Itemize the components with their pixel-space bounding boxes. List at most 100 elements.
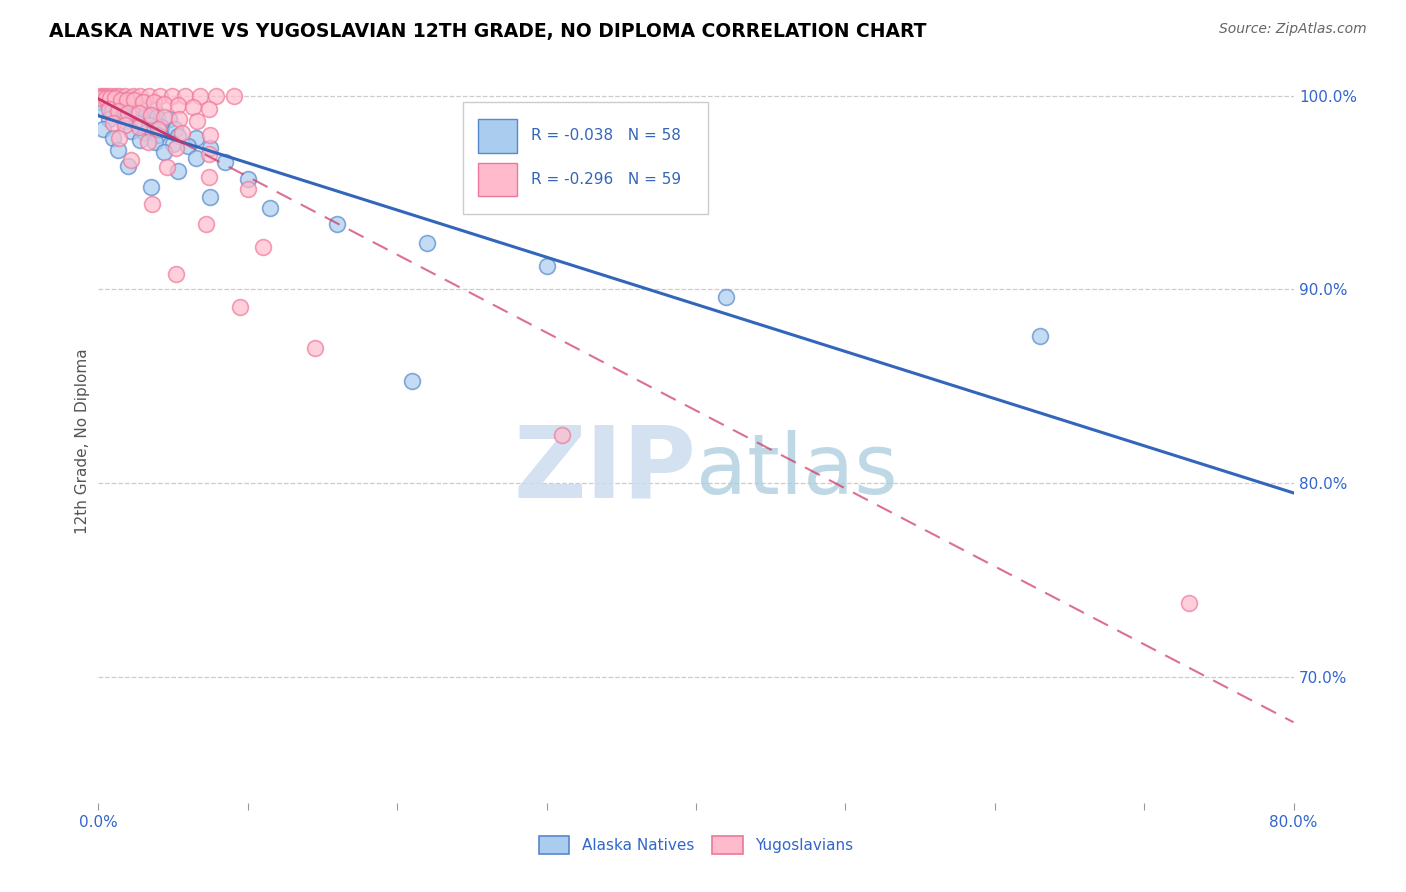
Point	[108, 106, 131, 120]
Point	[132, 95, 155, 109]
Point	[125, 108, 148, 122]
Point	[236, 172, 259, 186]
Point	[148, 128, 170, 142]
Point	[326, 217, 349, 231]
Point	[416, 235, 439, 250]
Point	[132, 100, 155, 114]
Point	[177, 139, 200, 153]
Point	[94, 91, 117, 105]
Point	[103, 116, 125, 130]
FancyBboxPatch shape	[478, 120, 517, 153]
Point	[153, 145, 176, 159]
Point	[108, 88, 131, 103]
Point	[156, 161, 179, 175]
Point	[162, 137, 184, 152]
Point	[236, 182, 259, 196]
Point	[94, 88, 117, 103]
Point	[550, 427, 572, 442]
Point	[93, 103, 115, 117]
Point	[205, 88, 228, 103]
Point	[304, 341, 326, 355]
Point	[105, 91, 128, 105]
Point	[98, 88, 122, 103]
Text: ZIP: ZIP	[513, 422, 696, 519]
Point	[114, 106, 136, 120]
Point	[103, 96, 125, 111]
Point	[107, 104, 129, 119]
Text: Source: ZipAtlas.com: Source: ZipAtlas.com	[1219, 22, 1367, 37]
Point	[108, 131, 131, 145]
Text: atlas: atlas	[696, 430, 897, 511]
Point	[181, 100, 204, 114]
Point	[89, 91, 111, 105]
Point	[124, 93, 146, 107]
Point	[110, 96, 132, 111]
Point	[115, 98, 138, 112]
Point	[127, 116, 149, 130]
Point	[107, 143, 129, 157]
Point	[198, 147, 221, 161]
Point	[124, 98, 146, 112]
Point	[536, 259, 558, 273]
Point	[142, 103, 165, 117]
Point	[153, 110, 176, 124]
Point	[103, 131, 125, 145]
Point	[145, 110, 167, 124]
Point	[714, 290, 737, 304]
Point	[166, 164, 188, 178]
Point	[134, 126, 156, 140]
Point	[91, 91, 114, 105]
Point	[97, 91, 120, 105]
Point	[165, 141, 187, 155]
Point	[94, 91, 117, 105]
Point	[165, 267, 187, 281]
Point	[101, 91, 124, 105]
Text: ALASKA NATIVE VS YUGOSLAVIAN 12TH GRADE, NO DIPLOMA CORRELATION CHART: ALASKA NATIVE VS YUGOSLAVIAN 12TH GRADE,…	[49, 22, 927, 41]
Point	[166, 129, 188, 144]
Point	[148, 121, 170, 136]
Point	[135, 108, 157, 122]
Point	[160, 88, 183, 103]
Point	[200, 189, 222, 203]
Point	[136, 135, 159, 149]
Point	[200, 128, 222, 142]
Point	[224, 88, 246, 103]
Point	[97, 103, 120, 117]
Point	[115, 93, 138, 107]
Point	[101, 104, 124, 119]
Point	[97, 112, 120, 126]
Point	[90, 91, 112, 105]
Point	[143, 135, 166, 149]
Point	[1178, 596, 1201, 610]
Point	[229, 300, 252, 314]
Point	[90, 95, 112, 109]
Point	[114, 118, 136, 132]
Point	[198, 103, 221, 117]
Point	[139, 179, 162, 194]
Point	[120, 153, 142, 167]
Point	[91, 88, 114, 103]
Point	[200, 141, 222, 155]
Point	[117, 106, 139, 120]
Point	[129, 133, 152, 147]
Point	[114, 88, 136, 103]
Point	[117, 159, 139, 173]
Point	[172, 126, 194, 140]
Point	[110, 93, 132, 107]
Point	[111, 91, 134, 105]
Point	[214, 154, 236, 169]
Point	[139, 108, 162, 122]
Point	[157, 112, 180, 126]
Point	[153, 96, 176, 111]
Point	[195, 217, 218, 231]
Text: R = -0.296   N = 59: R = -0.296 N = 59	[531, 172, 681, 186]
Point	[401, 374, 423, 388]
Point	[89, 88, 111, 103]
Point	[1028, 329, 1050, 343]
Point	[91, 121, 114, 136]
Legend: Alaska Natives, Yugoslavians: Alaska Natives, Yugoslavians	[533, 830, 859, 860]
Point	[184, 151, 207, 165]
Text: R = -0.038   N = 58: R = -0.038 N = 58	[531, 128, 681, 144]
Point	[163, 121, 186, 136]
Point	[167, 112, 190, 126]
